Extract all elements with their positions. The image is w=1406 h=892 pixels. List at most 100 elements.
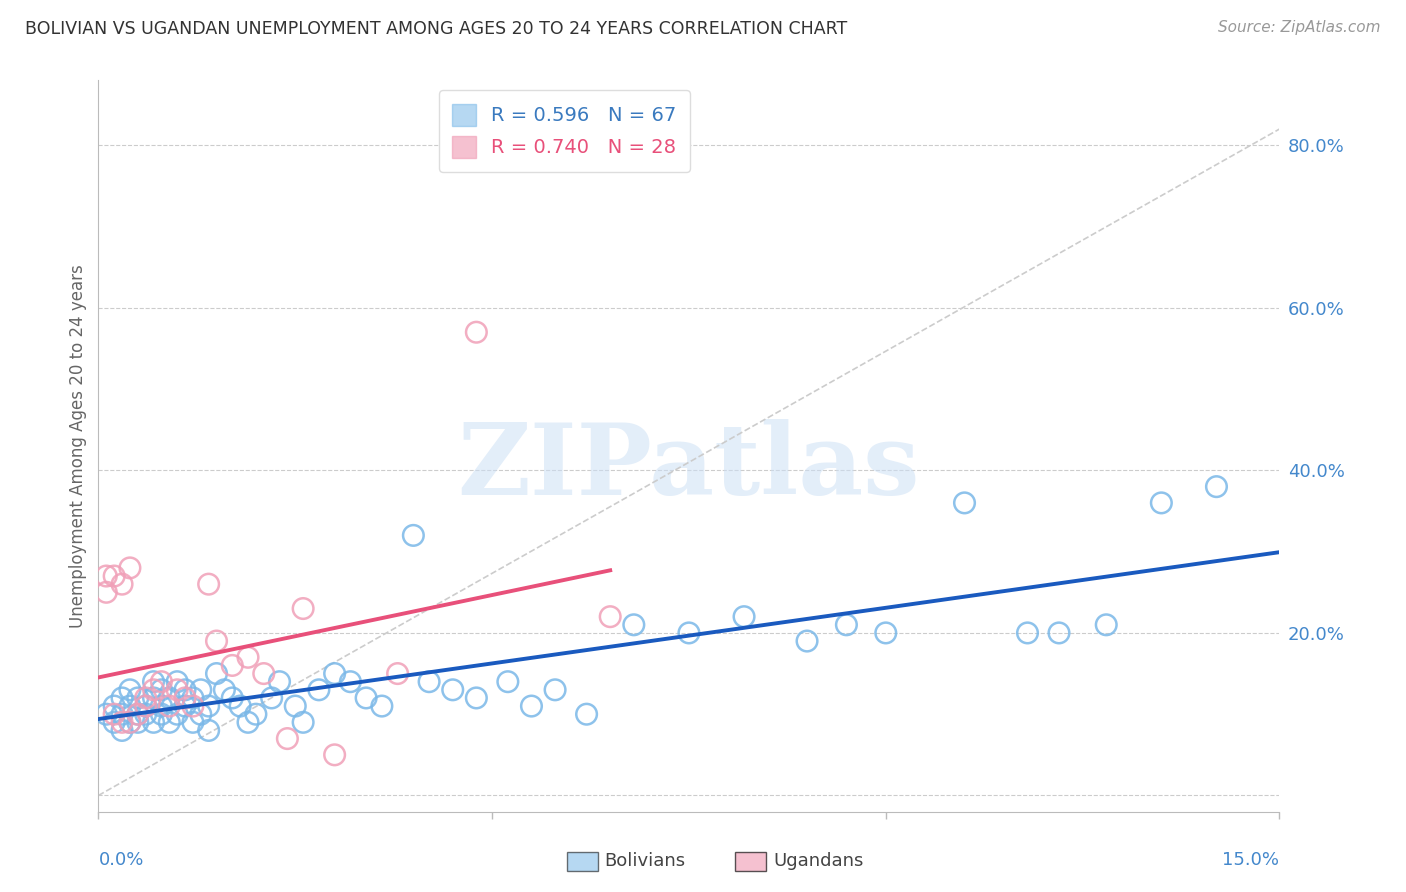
Point bbox=[142, 682, 165, 697]
Point bbox=[1150, 496, 1173, 510]
Point bbox=[678, 626, 700, 640]
Y-axis label: Unemployment Among Ages 20 to 24 years: Unemployment Among Ages 20 to 24 years bbox=[69, 264, 87, 628]
Point bbox=[127, 707, 149, 722]
Point bbox=[103, 699, 125, 714]
Point bbox=[118, 699, 141, 714]
Point bbox=[1205, 480, 1227, 494]
Point bbox=[96, 707, 118, 722]
Point bbox=[135, 690, 157, 705]
Point bbox=[253, 666, 276, 681]
Point bbox=[260, 690, 283, 705]
Point bbox=[796, 634, 818, 648]
Point bbox=[354, 690, 377, 705]
Point bbox=[418, 674, 440, 689]
Point bbox=[284, 699, 307, 714]
Point bbox=[150, 682, 173, 697]
Text: BOLIVIAN VS UGANDAN UNEMPLOYMENT AMONG AGES 20 TO 24 YEARS CORRELATION CHART: BOLIVIAN VS UGANDAN UNEMPLOYMENT AMONG A… bbox=[25, 20, 848, 37]
Point bbox=[111, 723, 134, 738]
Point bbox=[135, 699, 157, 714]
Point bbox=[292, 601, 315, 615]
Point bbox=[197, 577, 219, 591]
Point bbox=[496, 674, 519, 689]
Text: 0.0%: 0.0% bbox=[98, 851, 143, 869]
Point bbox=[953, 496, 976, 510]
Point bbox=[402, 528, 425, 542]
Point bbox=[875, 626, 897, 640]
Point bbox=[221, 658, 243, 673]
Point bbox=[150, 674, 173, 689]
Point bbox=[96, 585, 118, 599]
Point bbox=[465, 690, 488, 705]
Point bbox=[441, 682, 464, 697]
Point bbox=[623, 617, 645, 632]
Point bbox=[1017, 626, 1039, 640]
Point bbox=[339, 674, 361, 689]
Point bbox=[276, 731, 298, 746]
Point bbox=[236, 650, 259, 665]
Point bbox=[174, 690, 197, 705]
Point bbox=[1047, 626, 1070, 640]
Point bbox=[127, 715, 149, 730]
Point bbox=[127, 690, 149, 705]
Point bbox=[236, 715, 259, 730]
Point bbox=[174, 682, 197, 697]
Point bbox=[371, 699, 394, 714]
Point bbox=[520, 699, 543, 714]
Point bbox=[111, 690, 134, 705]
Point bbox=[190, 682, 212, 697]
Point bbox=[229, 699, 252, 714]
Point bbox=[142, 690, 165, 705]
Point bbox=[205, 634, 228, 648]
Point bbox=[127, 707, 149, 722]
Point bbox=[835, 617, 858, 632]
Text: Source: ZipAtlas.com: Source: ZipAtlas.com bbox=[1218, 20, 1381, 35]
Point bbox=[733, 609, 755, 624]
Point bbox=[323, 666, 346, 681]
Point bbox=[103, 707, 125, 722]
Point bbox=[135, 707, 157, 722]
Point bbox=[387, 666, 409, 681]
Legend: R = 0.596   N = 67, R = 0.740   N = 28: R = 0.596 N = 67, R = 0.740 N = 28 bbox=[439, 90, 690, 172]
Point bbox=[269, 674, 291, 689]
Point bbox=[245, 707, 267, 722]
Point bbox=[118, 715, 141, 730]
Point bbox=[103, 715, 125, 730]
Point bbox=[111, 715, 134, 730]
Point bbox=[292, 715, 315, 730]
Point bbox=[118, 561, 141, 575]
Text: Ugandans: Ugandans bbox=[773, 852, 863, 870]
Point bbox=[157, 699, 180, 714]
Point bbox=[150, 699, 173, 714]
Point bbox=[111, 577, 134, 591]
Point bbox=[181, 715, 204, 730]
Point bbox=[111, 707, 134, 722]
Point bbox=[174, 699, 197, 714]
Point bbox=[150, 707, 173, 722]
Point bbox=[166, 674, 188, 689]
Point bbox=[575, 707, 598, 722]
Text: Bolivians: Bolivians bbox=[605, 852, 686, 870]
Point bbox=[308, 682, 330, 697]
Point bbox=[142, 715, 165, 730]
Point bbox=[544, 682, 567, 697]
Point bbox=[181, 699, 204, 714]
Point bbox=[214, 682, 236, 697]
Point bbox=[166, 682, 188, 697]
Point bbox=[118, 682, 141, 697]
Point bbox=[135, 699, 157, 714]
Point bbox=[323, 747, 346, 762]
Point bbox=[465, 325, 488, 339]
Point bbox=[103, 569, 125, 583]
Text: 15.0%: 15.0% bbox=[1222, 851, 1279, 869]
Point bbox=[599, 609, 621, 624]
Point bbox=[197, 699, 219, 714]
Point bbox=[118, 715, 141, 730]
Point bbox=[181, 690, 204, 705]
Point bbox=[166, 707, 188, 722]
Point bbox=[157, 690, 180, 705]
Point bbox=[96, 569, 118, 583]
Point bbox=[157, 715, 180, 730]
Point bbox=[197, 723, 219, 738]
Point bbox=[1095, 617, 1118, 632]
Text: ZIPatlas: ZIPatlas bbox=[458, 419, 920, 516]
